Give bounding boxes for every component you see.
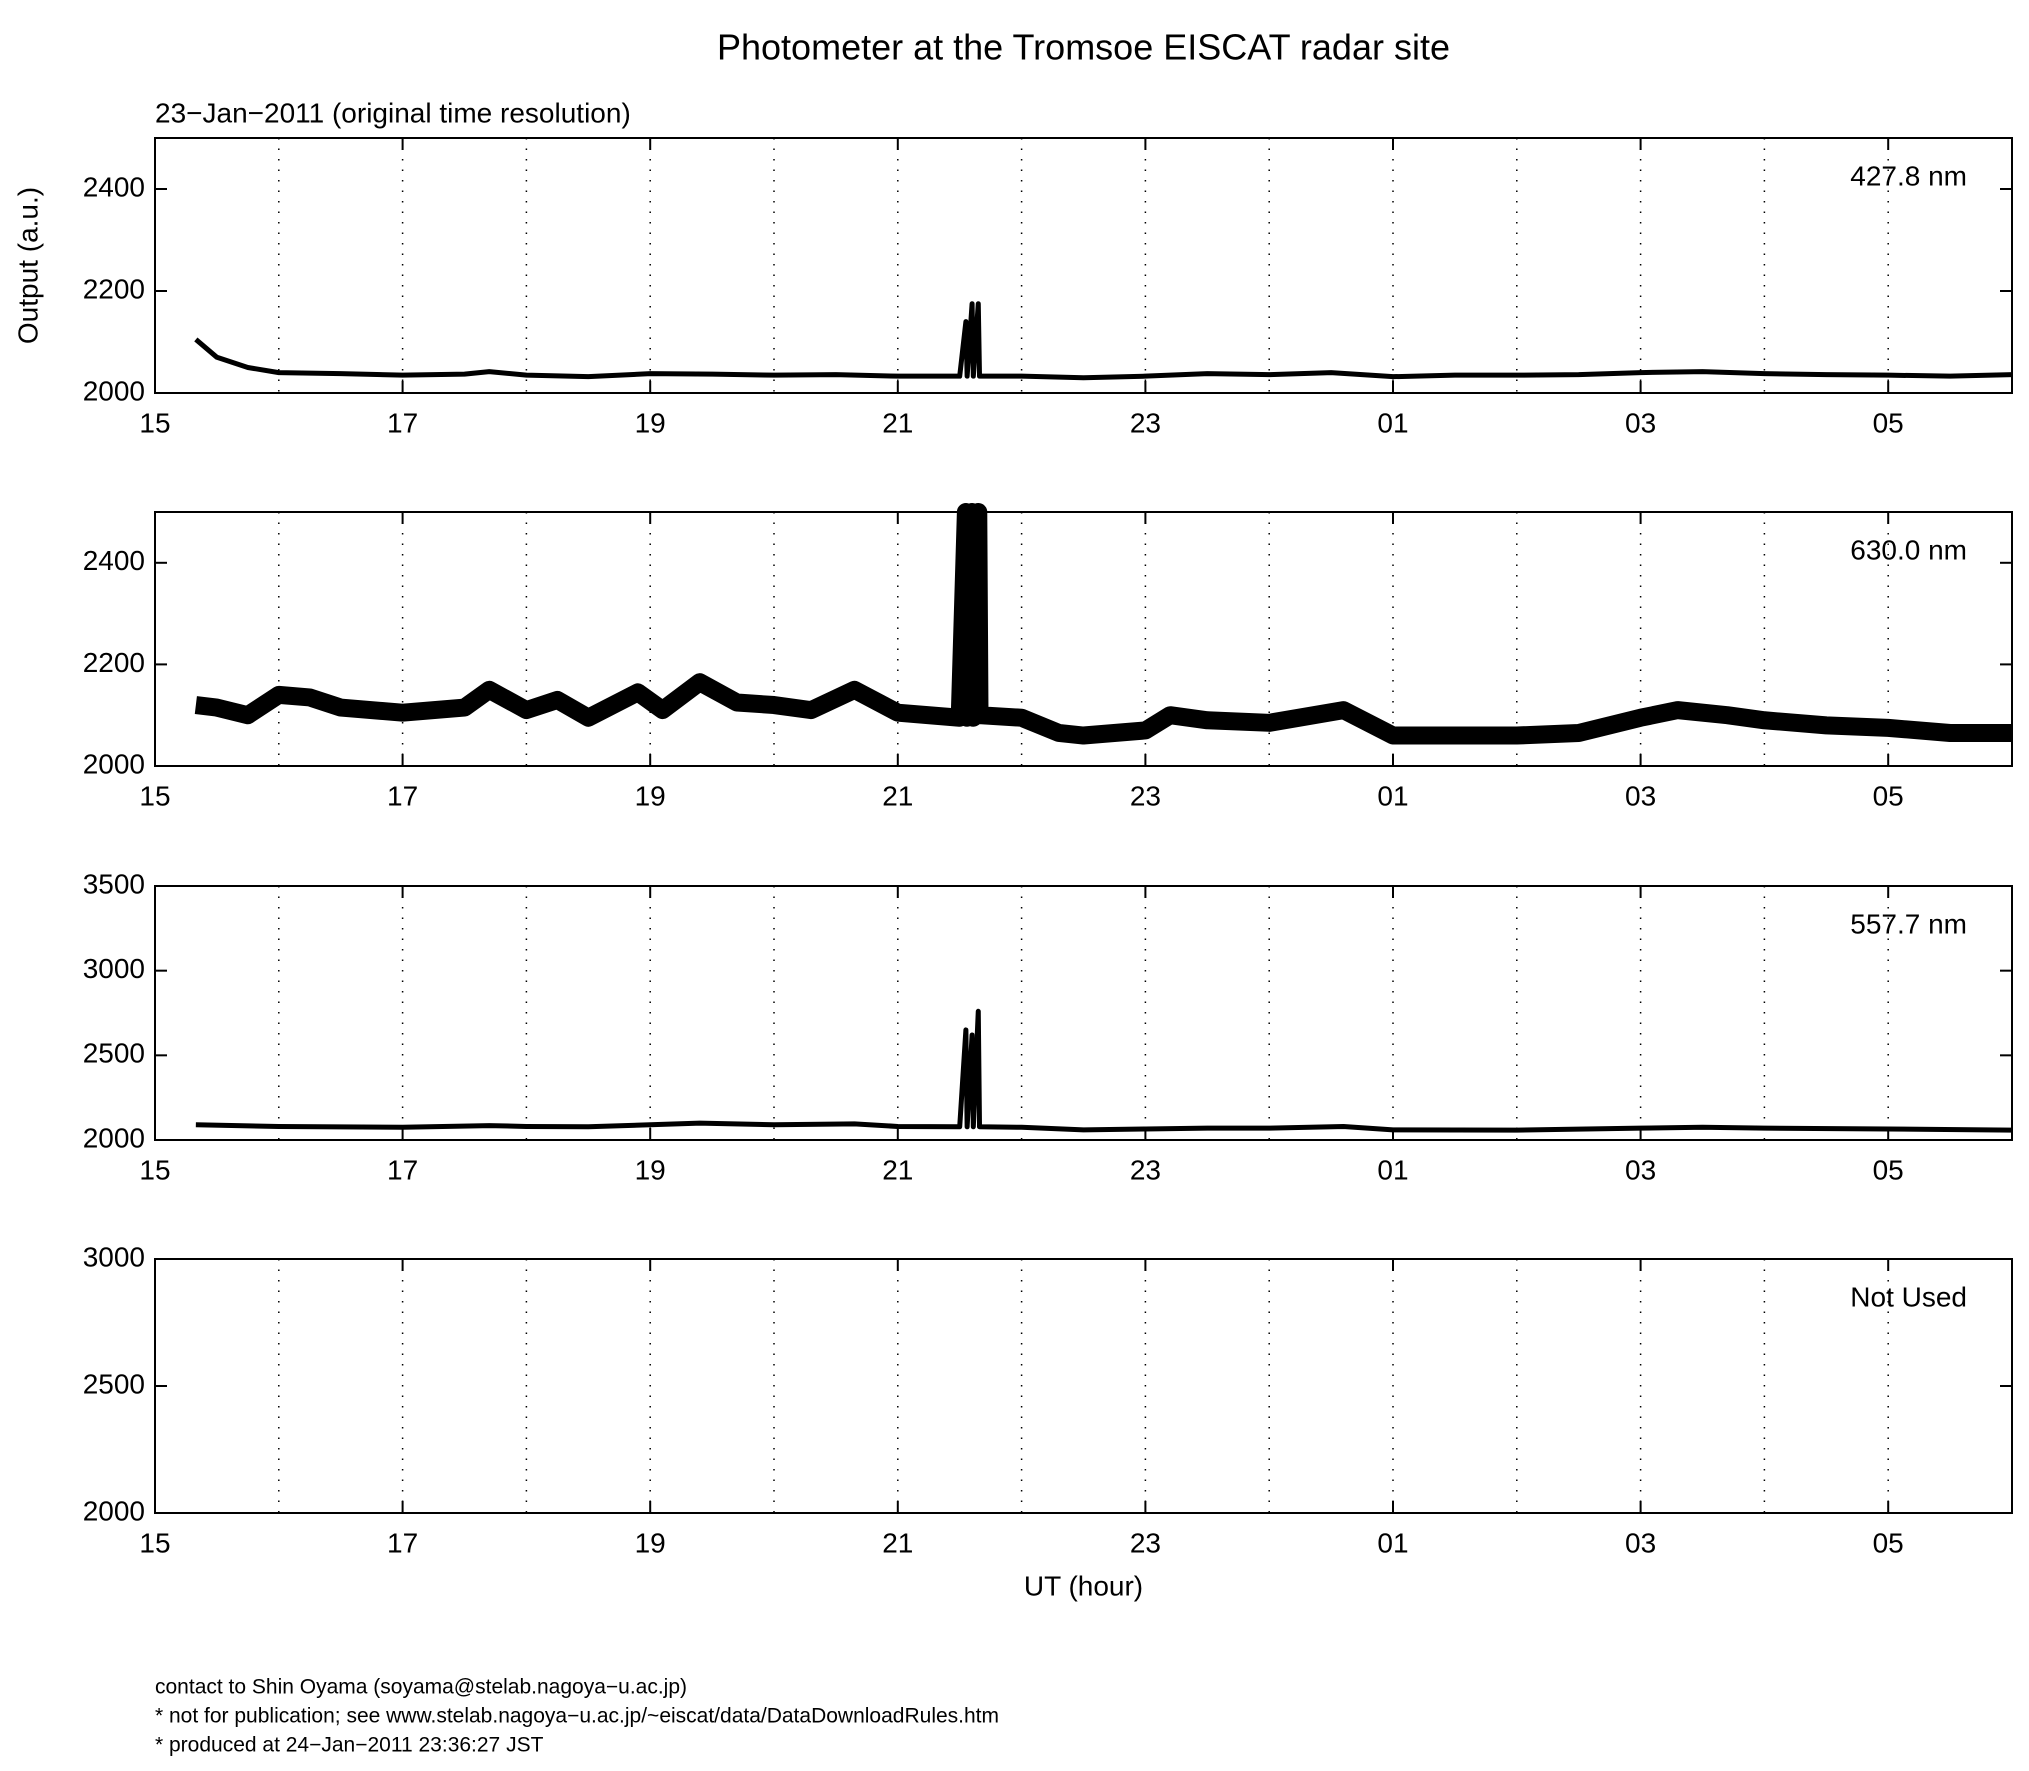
x-tick-label: 21 <box>882 407 913 438</box>
x-tick-label: 15 <box>139 407 170 438</box>
x-tick-label: 19 <box>635 1527 666 1558</box>
x-tick-label: 17 <box>387 1527 418 1558</box>
x-tick-label: 01 <box>1377 1154 1408 1185</box>
x-tick-label: 23 <box>1130 407 1161 438</box>
x-tick-label: 05 <box>1873 780 1904 811</box>
x-tick-label: 05 <box>1873 407 1904 438</box>
x-tick-label: 19 <box>635 407 666 438</box>
x-tick-label: 23 <box>1130 1154 1161 1185</box>
x-tick-label: 01 <box>1377 1527 1408 1558</box>
y-axis-label: Output (a.u.) <box>12 187 43 344</box>
x-tick-label: 01 <box>1377 780 1408 811</box>
footer-line: contact to Shin Oyama (soyama@stelab.nag… <box>155 1676 687 1699</box>
x-tick-label: 21 <box>882 1527 913 1558</box>
y-tick-label: 2500 <box>83 1368 145 1399</box>
x-tick-label: 19 <box>635 1154 666 1185</box>
x-tick-label: 03 <box>1625 1527 1656 1558</box>
data-line <box>195 1008 2013 1133</box>
y-tick-label: 2500 <box>83 1038 145 1069</box>
plot-frame <box>154 511 2013 767</box>
y-tick-label: 3000 <box>83 953 145 984</box>
footer-line: * produced at 24−Jan−2011 23:36:27 JST <box>155 1734 544 1757</box>
x-tick-label: 01 <box>1377 407 1408 438</box>
y-tick-label: 2000 <box>83 375 145 406</box>
y-tick-label: 2200 <box>83 647 145 678</box>
panel-label: 427.8 nm <box>1850 160 1967 191</box>
panel-label: 630.0 nm <box>1850 534 1967 565</box>
plot-frame <box>154 885 2013 1141</box>
y-tick-label: 2000 <box>83 1495 145 1526</box>
x-tick-label: 21 <box>882 780 913 811</box>
panel-label: 557.7 nm <box>1850 908 1967 939</box>
y-tick-label: 3000 <box>83 1241 145 1272</box>
y-tick-label: 2400 <box>83 171 145 202</box>
x-tick-label: 03 <box>1625 407 1656 438</box>
y-tick-label: 2000 <box>83 1122 145 1153</box>
y-tick-label: 2400 <box>83 545 145 576</box>
panel-label: Not Used <box>1850 1281 1967 1312</box>
chart-subtitle: 23−Jan−2011 (original time resolution) <box>155 97 631 128</box>
x-tick-label: 15 <box>139 780 170 811</box>
x-tick-label: 23 <box>1130 1527 1161 1558</box>
x-tick-label: 15 <box>139 1527 170 1558</box>
y-tick-label: 2000 <box>83 748 145 779</box>
x-tick-label: 19 <box>635 780 666 811</box>
data-line <box>194 503 2012 745</box>
x-tick-label: 17 <box>387 407 418 438</box>
y-tick-label: 3500 <box>83 868 145 899</box>
x-tick-label: 17 <box>387 1154 418 1185</box>
plot-frame <box>154 1258 2013 1514</box>
x-tick-label: 05 <box>1873 1527 1904 1558</box>
x-axis-label: UT (hour) <box>1024 1570 1143 1601</box>
x-tick-label: 23 <box>1130 780 1161 811</box>
y-tick-label: 2200 <box>83 273 145 304</box>
footer-line: * not for publication; see www.stelab.na… <box>155 1705 999 1728</box>
x-tick-label: 15 <box>139 1154 170 1185</box>
chart-title: Photometer at the Tromsoe EISCAT radar s… <box>717 27 1450 68</box>
x-tick-label: 17 <box>387 780 418 811</box>
x-tick-label: 03 <box>1625 1154 1656 1185</box>
plot-frame <box>154 137 2013 394</box>
x-tick-label: 03 <box>1625 780 1656 811</box>
x-tick-label: 05 <box>1873 1154 1904 1185</box>
x-tick-label: 21 <box>882 1154 913 1185</box>
data-line <box>194 301 2013 381</box>
